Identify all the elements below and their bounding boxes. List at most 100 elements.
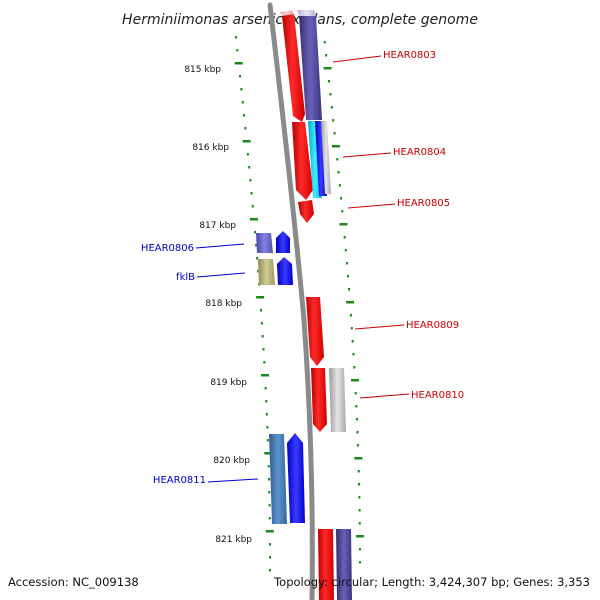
minor-tick — [343, 236, 346, 239]
gene-feature[interactable] — [318, 529, 334, 600]
minor-tick — [263, 361, 266, 364]
leader-line — [196, 272, 246, 278]
label-hear0806[interactable]: HEAR0806 — [141, 243, 194, 254]
gene-feature[interactable] — [329, 368, 346, 432]
gene-feature[interactable] — [276, 231, 290, 253]
topology-text: Topology: circular; Length: 3,424,307 bp… — [273, 575, 590, 589]
gene-feature[interactable] — [280, 10, 294, 16]
major-tick — [265, 530, 274, 533]
kbp-scale: 815 kbp 816 kbp 817 kbp 818 kbp 819 kbp … — [184, 65, 252, 545]
kbp-label: 818 kbp — [205, 299, 242, 309]
leader-line — [342, 152, 392, 158]
major-tick — [339, 223, 348, 226]
gene-feature[interactable] — [287, 433, 305, 523]
minor-tick — [344, 249, 347, 252]
label-hear0810[interactable]: HEAR0810 — [411, 390, 464, 401]
leader-line — [359, 393, 410, 399]
kbp-label: 815 kbp — [184, 65, 221, 75]
gene-feature[interactable] — [321, 121, 331, 194]
minor-tick — [346, 275, 349, 278]
minor-tick — [251, 205, 254, 208]
label-fklb[interactable]: fklB — [176, 272, 195, 283]
kbp-label: 821 kbp — [215, 535, 252, 545]
gene-hear0810-arrow[interactable] — [311, 368, 327, 432]
minor-tick — [323, 41, 326, 44]
minor-tick — [341, 210, 344, 213]
minor-tick — [240, 88, 243, 91]
minor-tick — [338, 184, 341, 187]
minor-tick — [255, 244, 258, 247]
minor-tick — [340, 197, 343, 200]
minor-tick — [249, 179, 252, 182]
minor-tick — [268, 556, 271, 559]
minor-tick — [328, 80, 331, 83]
minor-tick — [355, 418, 358, 421]
gene-feature[interactable] — [277, 257, 293, 285]
accession-text: Accession: NC_009138 — [8, 575, 139, 589]
gene-hear0811[interactable] — [269, 434, 287, 524]
minor-tick — [262, 348, 265, 351]
minor-tick — [358, 522, 361, 525]
minor-tick — [266, 426, 269, 429]
gene-feature[interactable] — [297, 10, 316, 16]
minor-tick — [254, 231, 257, 234]
major-tick — [242, 140, 251, 143]
major-tick — [351, 379, 360, 382]
minor-tick — [268, 517, 271, 520]
minor-tick — [345, 262, 348, 265]
minor-tick — [354, 392, 357, 395]
major-tick — [256, 296, 265, 299]
minor-tick — [337, 171, 340, 174]
minor-tick — [268, 504, 271, 507]
gene-hear0803-arrow[interactable] — [282, 14, 305, 122]
minor-tick — [265, 413, 268, 416]
minor-tick — [234, 36, 237, 39]
label-hear0811[interactable]: HEAR0811 — [153, 475, 206, 486]
gene-hear0805-arrow[interactable] — [298, 200, 314, 223]
minor-tick — [236, 49, 239, 52]
gene-feature[interactable] — [299, 16, 322, 120]
minor-tick — [358, 509, 361, 512]
minor-tick — [356, 444, 359, 447]
label-hear0804[interactable]: HEAR0804 — [393, 147, 446, 158]
minor-tick — [332, 119, 335, 122]
minor-tick — [352, 353, 355, 356]
kbp-label: 816 kbp — [192, 143, 229, 153]
gene-fklb[interactable] — [258, 259, 275, 285]
gene-hear0809-arrow[interactable] — [306, 297, 324, 366]
minor-tick — [257, 270, 260, 273]
leader-line — [332, 55, 382, 63]
gene-feature[interactable] — [336, 529, 352, 600]
minor-tick — [260, 322, 263, 325]
minor-tick — [244, 127, 247, 130]
major-tick — [264, 452, 273, 455]
gene-hear0804-arrow[interactable] — [292, 122, 313, 200]
minor-tick — [264, 387, 267, 390]
label-hear0803[interactable]: HEAR0803 — [383, 50, 436, 61]
minor-tick — [325, 54, 328, 57]
minor-tick — [358, 483, 361, 486]
minor-tick — [350, 327, 353, 330]
major-tick — [354, 457, 363, 460]
major-tick — [249, 218, 258, 221]
minor-tick — [349, 314, 352, 317]
minor-tick — [256, 257, 259, 260]
minor-tick — [358, 548, 361, 551]
minor-tick — [239, 75, 242, 78]
label-hear0809[interactable]: HEAR0809 — [406, 320, 459, 331]
minor-tick — [261, 335, 264, 338]
minor-tick — [351, 340, 354, 343]
left-tick-track — [234, 36, 274, 572]
minor-tick — [266, 439, 269, 442]
minor-tick — [268, 491, 271, 494]
minor-tick — [359, 561, 361, 564]
minor-tick — [268, 543, 271, 546]
leader-line — [207, 478, 259, 483]
major-tick — [331, 145, 340, 148]
minor-tick — [355, 405, 358, 408]
label-hear0805[interactable]: HEAR0805 — [397, 198, 450, 209]
gene-hear0806[interactable] — [256, 233, 273, 253]
minor-tick — [353, 366, 356, 369]
minor-tick — [243, 114, 246, 117]
minor-tick — [269, 569, 271, 572]
